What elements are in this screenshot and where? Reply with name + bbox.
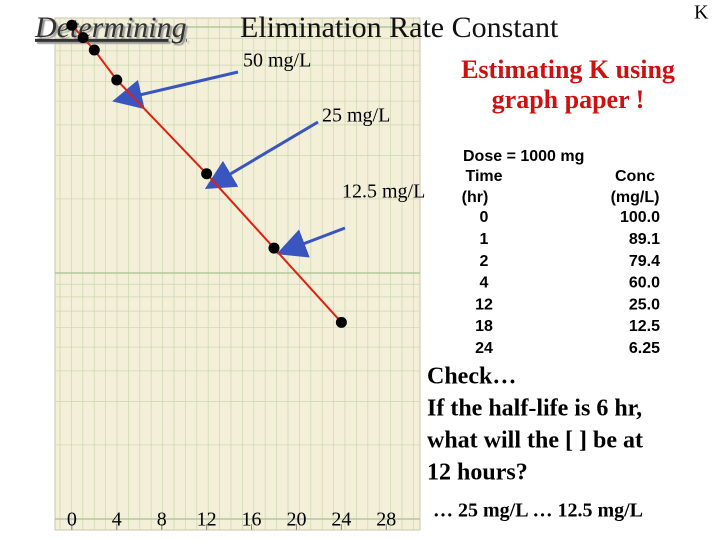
x-tick-label: 16	[242, 509, 262, 531]
dose: Dose = 1000 mg	[463, 148, 584, 165]
table-header: Time	[465, 168, 502, 185]
data-point	[66, 19, 78, 31]
question: Check…	[427, 364, 516, 390]
x-tick-label: 28	[376, 509, 396, 531]
data-point	[335, 316, 347, 328]
table-conc: 100.0	[620, 209, 660, 226]
table-time: 1	[480, 231, 489, 248]
data-point	[111, 74, 123, 86]
annotation: 25 mg/L	[322, 105, 390, 127]
corner-letter: K	[694, 2, 709, 24]
heading: graph paper !	[492, 85, 645, 114]
table-time: 12	[475, 296, 493, 313]
graph-paper	[54, 17, 421, 531]
table-conc: 79.4	[629, 253, 660, 270]
x-tick-label: 20	[286, 509, 306, 531]
table-header: Conc	[615, 168, 655, 185]
table-time: 24	[475, 340, 493, 357]
x-tick-label: 12	[197, 509, 217, 531]
answer: … 25 mg/L … 12.5 mg/L	[433, 500, 643, 522]
data-point	[201, 168, 213, 180]
question: what will the [ ] be at	[427, 428, 643, 454]
annotation: 50 mg/L	[243, 50, 311, 72]
table-header: (mg/L)	[611, 189, 660, 206]
table-time: 18	[475, 318, 493, 335]
x-tick-label: 8	[157, 509, 167, 531]
table-conc: 89.1	[629, 231, 660, 248]
data-point	[268, 242, 280, 254]
x-tick-label: 24	[331, 509, 351, 531]
arrow	[204, 120, 319, 190]
arrow	[276, 226, 346, 258]
question: 12 hours?	[427, 460, 528, 486]
data-point	[88, 44, 100, 56]
table-time: 0	[480, 209, 489, 226]
data-point	[77, 32, 89, 44]
arrow	[112, 70, 239, 110]
title-emphasis: Determining	[34, 11, 187, 44]
heading: Estimating K using	[461, 55, 675, 84]
table-conc: 6.25	[629, 340, 660, 357]
table-conc: 25.0	[629, 296, 660, 313]
x-tick-label: 0	[67, 509, 77, 531]
table-time: 2	[480, 253, 489, 270]
annotation: 12.5 mg/L	[342, 181, 425, 203]
table-time: 4	[480, 275, 489, 292]
chart-title: Elimination Rate Constant	[240, 11, 559, 44]
table-conc: 60.0	[629, 275, 660, 292]
x-tick-label: 4	[112, 509, 122, 531]
question: If the half-life is 6 hr,	[427, 396, 642, 422]
table-header: (hr)	[462, 189, 489, 206]
table-conc: 12.5	[629, 318, 660, 335]
